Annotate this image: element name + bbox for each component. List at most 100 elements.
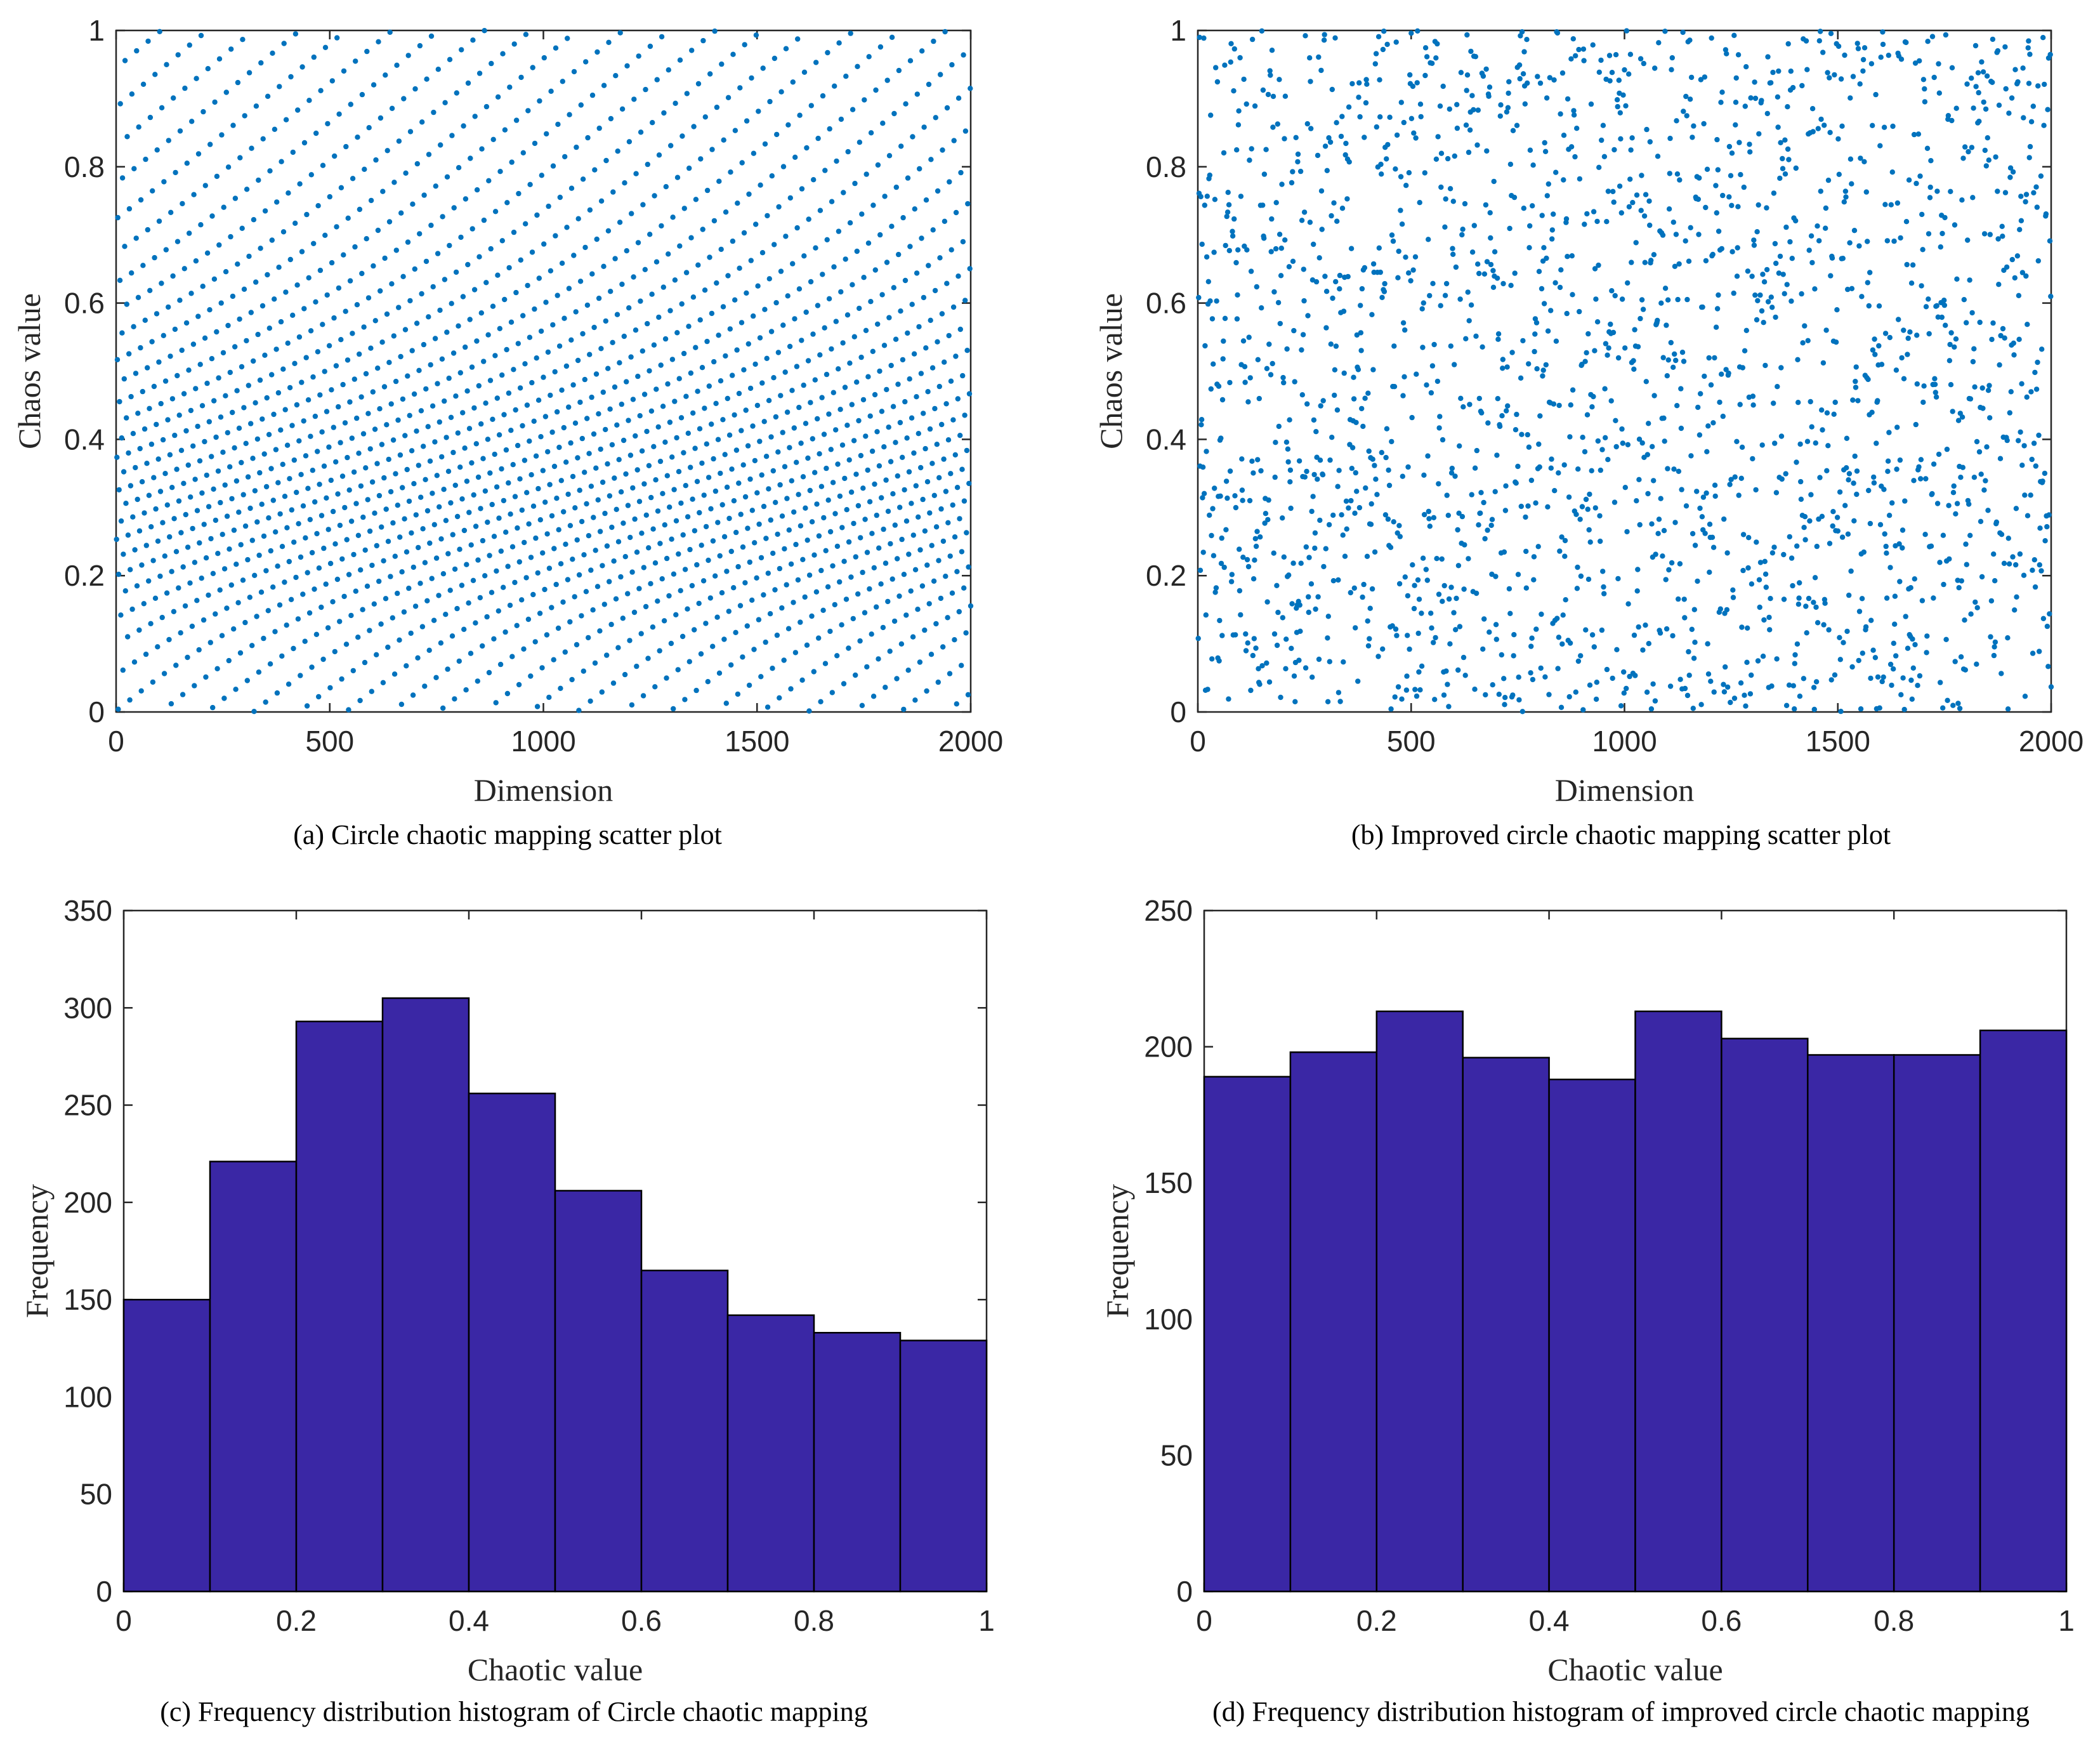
scatter-point	[1295, 159, 1301, 165]
scatter-point	[627, 452, 634, 458]
scatter-point	[1354, 489, 1360, 494]
scatter-point	[1549, 456, 1554, 462]
scatter-point	[1803, 38, 1809, 44]
scatter-point	[1627, 673, 1632, 680]
scatter-point	[621, 333, 627, 339]
scatter-point	[876, 545, 882, 551]
scatter-point	[1499, 652, 1504, 658]
scatter-point	[385, 539, 391, 544]
scatter-point	[1199, 241, 1205, 247]
scatter-point	[735, 563, 741, 570]
scatter-point	[195, 423, 200, 430]
scatter-point	[936, 475, 942, 480]
scatter-point	[810, 331, 816, 337]
scatter-point	[135, 411, 141, 416]
scatter-point	[619, 281, 625, 287]
scatter-point	[1256, 395, 1263, 402]
scatter-point	[1769, 550, 1776, 556]
scatter-point	[1211, 361, 1216, 367]
scatter-point	[376, 578, 382, 584]
scatter-point	[1462, 542, 1467, 548]
scatter-point	[1842, 503, 1848, 508]
scatter-point	[405, 373, 410, 379]
scatter-point	[874, 604, 879, 610]
scatter-point	[1334, 218, 1340, 224]
scatter-point	[786, 527, 792, 533]
scatter-point	[231, 626, 237, 632]
scatter-point	[217, 587, 223, 593]
scatter-point	[1555, 666, 1561, 671]
scatter-point	[220, 449, 226, 455]
scatter-point	[353, 58, 358, 64]
scatter-point	[1953, 336, 1959, 342]
scatter-point	[1913, 180, 1919, 187]
scatter-point	[478, 310, 484, 316]
scatter-point	[1922, 99, 1928, 105]
scatter-point	[1250, 652, 1256, 659]
scatter-point	[754, 490, 760, 496]
scatter-point	[940, 644, 946, 650]
scatter-point	[436, 419, 442, 425]
scatter-point	[327, 194, 332, 200]
scatter-point	[1815, 620, 1821, 626]
scatter-point	[1818, 116, 1824, 122]
scatter-point	[1940, 532, 1946, 538]
scatter-point	[1897, 579, 1903, 584]
scatter-point	[244, 678, 250, 683]
scatter-point	[150, 558, 156, 563]
scatter-point	[1950, 409, 1955, 414]
scatter-point	[1349, 445, 1356, 451]
scatter-point	[393, 378, 399, 385]
scatter-point	[1764, 267, 1770, 273]
scatter-point	[193, 386, 199, 392]
scatter-point	[182, 603, 188, 609]
scatter-point	[1511, 632, 1517, 638]
scatter-point	[444, 329, 450, 335]
scatter-point	[606, 39, 612, 45]
scatter-point	[2016, 438, 2021, 444]
scatter-point	[359, 270, 365, 277]
scatter-point	[2037, 525, 2043, 531]
scatter-point	[213, 434, 219, 440]
scatter-point	[1593, 296, 1599, 302]
scatter-point	[1492, 489, 1498, 494]
scatter-point	[1850, 397, 1856, 403]
scatter-point	[1757, 292, 1763, 298]
scatter-point	[1760, 654, 1766, 659]
scatter-point	[226, 657, 232, 664]
scatter-point	[962, 412, 968, 418]
scatter-point	[540, 468, 546, 473]
scatter-point	[1297, 628, 1303, 634]
scatter-point	[173, 662, 179, 668]
scatter-point	[461, 123, 466, 129]
scatter-point	[1769, 305, 1775, 310]
x-tick-label: 0.4	[449, 1604, 489, 1637]
scatter-point	[601, 82, 607, 88]
scatter-point	[762, 306, 768, 312]
scatter-point	[207, 640, 213, 645]
scatter-point	[551, 546, 557, 551]
scatter-point	[726, 432, 733, 438]
scatter-point	[844, 423, 850, 428]
scatter-point	[804, 642, 810, 648]
scatter-point	[1410, 83, 1416, 89]
scatter-point	[772, 587, 778, 593]
scatter-point	[705, 557, 711, 563]
scatter-point	[888, 362, 894, 369]
scatter-point	[931, 38, 936, 44]
scatter-point	[1952, 344, 1957, 350]
scatter-point	[1783, 471, 1788, 477]
scatter-point	[1495, 396, 1500, 402]
scatter-point	[282, 579, 287, 585]
scatter-point	[265, 272, 270, 278]
scatter-point	[1282, 237, 1288, 243]
scatter-point	[326, 444, 332, 450]
scatter-point	[497, 661, 504, 668]
scatter-point	[197, 540, 202, 546]
scatter-point	[207, 307, 213, 313]
scatter-point	[737, 603, 744, 609]
scatter-point	[634, 550, 640, 555]
scatter-point	[945, 437, 952, 443]
scatter-point	[728, 548, 735, 555]
scatter-point	[745, 443, 751, 449]
